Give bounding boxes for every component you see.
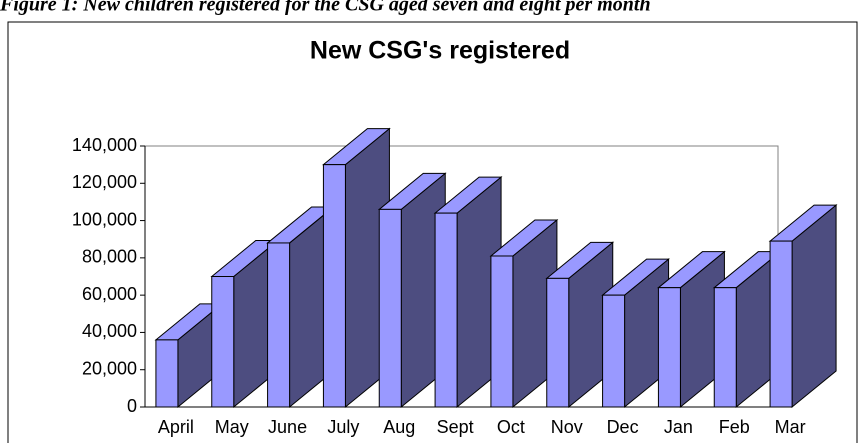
bar-front: [490, 255, 514, 408]
x-tick-label: Jan: [664, 417, 693, 437]
bar-front: [267, 242, 291, 408]
bar: [657, 250, 726, 409]
bar: [154, 302, 224, 409]
x-tick-label: Mar: [775, 417, 806, 437]
bar-front: [434, 212, 458, 408]
bar: [545, 241, 615, 409]
chart-title: New CSG's registered: [310, 37, 570, 65]
bar: [601, 258, 670, 409]
x-tick-label: June: [268, 417, 307, 437]
bar: [377, 172, 447, 409]
bar: [266, 205, 335, 409]
bar-front: [546, 277, 570, 408]
x-tick-label: May: [215, 417, 249, 437]
x-tick-label: April: [158, 417, 194, 437]
bar-front: [322, 164, 346, 408]
x-tick-label: Feb: [719, 417, 750, 437]
y-tick-label: 80,000: [82, 247, 137, 267]
x-tick-label: Oct: [497, 417, 525, 437]
y-tick-label: 40,000: [82, 321, 137, 341]
bar-front: [713, 287, 737, 408]
bar: [712, 250, 782, 409]
y-tick-label: 0: [127, 396, 137, 416]
bar-front: [657, 287, 681, 408]
bar-front: [378, 208, 402, 408]
y-tick-label: 100,000: [72, 209, 137, 229]
bar-front: [769, 240, 793, 408]
bar: [433, 176, 503, 409]
y-tick-label: 60,000: [82, 284, 137, 304]
bar-front: [155, 339, 179, 408]
bar-front: [211, 276, 235, 408]
x-tick-label: Aug: [383, 417, 415, 437]
y-tick-label: 20,000: [82, 358, 137, 378]
bar: [489, 218, 559, 409]
y-tick-label: 140,000: [72, 135, 137, 155]
y-tick-label: 120,000: [72, 172, 137, 192]
x-tick-label: Dec: [607, 417, 639, 437]
x-tick-label: July: [327, 417, 359, 437]
bar: [768, 204, 838, 409]
figure-caption: Figure 1: New children registered for th…: [0, 0, 651, 16]
x-tick-label: Sept: [437, 417, 474, 437]
x-tick-label: Nov: [551, 417, 583, 437]
bar: [322, 127, 391, 409]
bar-front: [602, 294, 626, 408]
